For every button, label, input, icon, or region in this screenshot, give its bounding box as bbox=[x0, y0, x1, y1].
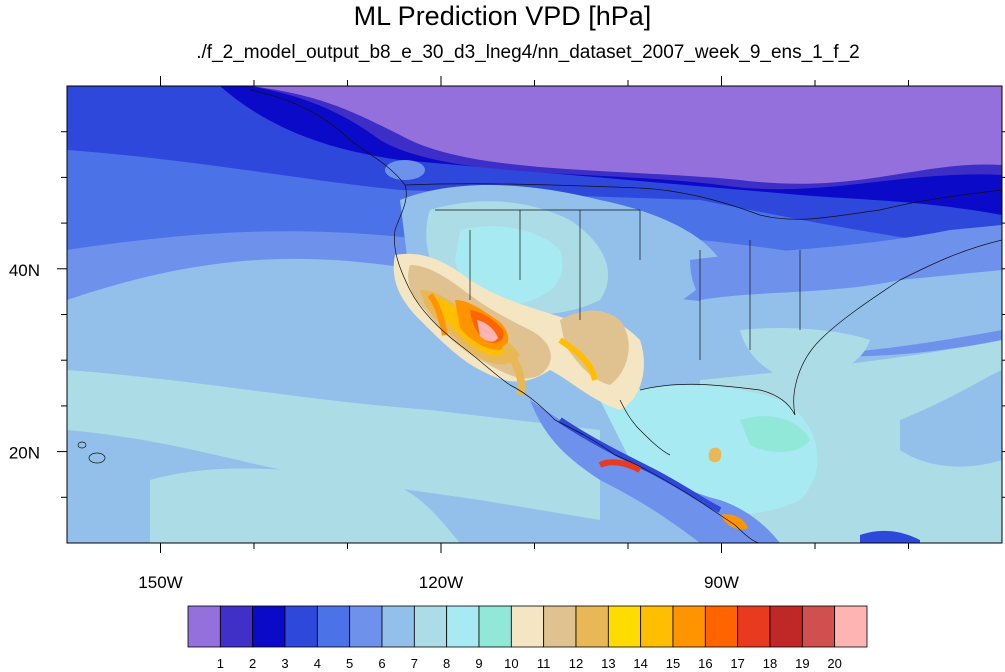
colorbar-label: 1 bbox=[217, 656, 224, 671]
colorbar-swatch bbox=[349, 605, 383, 648]
colorbar-swatch bbox=[704, 605, 739, 648]
colorbar-label: 5 bbox=[346, 656, 353, 671]
colorbar-swatch bbox=[737, 605, 771, 648]
colorbar-swatch bbox=[284, 605, 318, 648]
lon-tick-label: 90W bbox=[704, 573, 739, 592]
axis-ticks bbox=[57, 76, 1005, 553]
coastlines bbox=[77, 89, 1002, 543]
colorbar-label: 2 bbox=[249, 656, 256, 671]
colorbar-label: 4 bbox=[314, 656, 321, 671]
colorbar-swatch bbox=[607, 605, 642, 648]
colorbar-swatch bbox=[769, 605, 803, 648]
colorbar-label: 15 bbox=[666, 656, 680, 671]
colorbar: 1 2 3 4 5 6 7 8 9 10 11 12 13 14 15 16 17 18 19 20 bbox=[187, 605, 868, 671]
colorbar-label: 14 bbox=[633, 656, 647, 671]
colorbar-label: 9 bbox=[475, 656, 482, 671]
colorbar-label: 17 bbox=[730, 656, 744, 671]
colorbar-swatch bbox=[510, 605, 545, 648]
lon-tick-label: 120W bbox=[419, 573, 463, 592]
colorbar-swatch bbox=[316, 605, 351, 648]
colorbar-label: 11 bbox=[537, 656, 551, 671]
colorbar-swatch bbox=[575, 605, 609, 648]
colorbar-swatch bbox=[543, 605, 577, 648]
colorbar-swatch bbox=[640, 605, 674, 648]
colorbar-label: 16 bbox=[698, 656, 712, 671]
colorbar-swatch bbox=[446, 605, 480, 648]
lat-tick-label: 20N bbox=[9, 444, 40, 463]
latitude-labels: 40N 20N bbox=[9, 261, 40, 463]
longitude-labels: 150W 120W 90W bbox=[138, 573, 739, 592]
colorbar-swatch bbox=[672, 605, 706, 648]
colorbar-swatch bbox=[834, 605, 868, 648]
colorbar-label: 7 bbox=[411, 656, 418, 671]
colorbar-label: 3 bbox=[281, 656, 288, 671]
colorbar-swatch bbox=[252, 605, 286, 648]
colorbar-label: 20 bbox=[827, 656, 841, 671]
colorbar-swatch bbox=[187, 605, 221, 648]
colorbar-label: 10 bbox=[504, 656, 518, 671]
colorbar-label: 6 bbox=[378, 656, 385, 671]
colorbar-label: 18 bbox=[763, 656, 777, 671]
chart-subtitle: ./f_2_model_output_b8_e_30_d3_lneg4/nn_d… bbox=[196, 42, 860, 63]
colorbar-swatch bbox=[219, 605, 254, 648]
colorbar-swatch bbox=[478, 605, 512, 648]
colorbar-swatch bbox=[381, 605, 415, 648]
colorbar-label: 19 bbox=[795, 656, 809, 671]
lat-tick-label: 40N bbox=[9, 261, 40, 280]
colorbar-swatch bbox=[801, 605, 836, 648]
lon-tick-label: 150W bbox=[138, 573, 182, 592]
vpd-field bbox=[67, 86, 1002, 543]
colorbar-label: 8 bbox=[443, 656, 450, 671]
colorbar-label: 13 bbox=[601, 656, 615, 671]
colorbar-swatch bbox=[413, 605, 448, 648]
colorbar-label: 12 bbox=[569, 656, 583, 671]
chart-title: ML Prediction VPD [hPa] bbox=[353, 1, 652, 31]
